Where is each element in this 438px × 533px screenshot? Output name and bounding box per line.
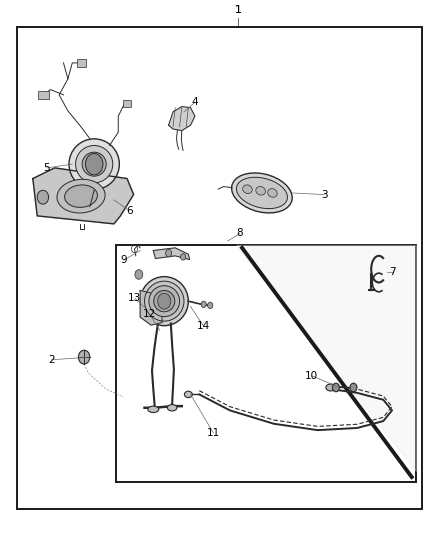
- Ellipse shape: [57, 179, 105, 213]
- Circle shape: [78, 350, 90, 364]
- Circle shape: [332, 383, 339, 392]
- Circle shape: [158, 293, 171, 309]
- Bar: [116, 245, 416, 482]
- Polygon shape: [33, 168, 134, 224]
- Text: 3: 3: [321, 190, 328, 199]
- Bar: [123, 100, 131, 107]
- Polygon shape: [153, 248, 190, 260]
- Text: 6: 6: [126, 206, 133, 215]
- Ellipse shape: [326, 384, 336, 391]
- Circle shape: [37, 190, 49, 204]
- Ellipse shape: [184, 391, 192, 398]
- Text: 8: 8: [237, 229, 244, 238]
- Circle shape: [166, 249, 172, 257]
- Ellipse shape: [76, 146, 113, 183]
- Polygon shape: [33, 168, 134, 224]
- Ellipse shape: [145, 281, 184, 321]
- Text: 7: 7: [389, 267, 396, 277]
- Text: 4: 4: [191, 98, 198, 107]
- Text: 11: 11: [207, 428, 220, 438]
- Circle shape: [135, 270, 143, 279]
- Text: 10: 10: [305, 371, 318, 381]
- Ellipse shape: [232, 173, 292, 213]
- Text: 12: 12: [143, 310, 156, 319]
- Text: 9: 9: [120, 255, 127, 265]
- Ellipse shape: [65, 185, 97, 207]
- Text: 14: 14: [197, 321, 210, 331]
- Ellipse shape: [154, 290, 175, 312]
- Ellipse shape: [237, 177, 287, 208]
- Ellipse shape: [167, 405, 177, 411]
- Ellipse shape: [140, 277, 188, 326]
- Ellipse shape: [82, 152, 106, 176]
- Polygon shape: [140, 290, 162, 325]
- Bar: [77, 59, 86, 67]
- Ellipse shape: [149, 286, 180, 317]
- Polygon shape: [169, 107, 195, 131]
- Ellipse shape: [69, 139, 119, 190]
- Text: 1: 1: [234, 5, 241, 14]
- Circle shape: [201, 301, 206, 308]
- Circle shape: [208, 302, 213, 309]
- Circle shape: [85, 154, 103, 175]
- Text: 1: 1: [234, 5, 241, 14]
- Text: 5: 5: [43, 163, 50, 173]
- Text: 13: 13: [128, 294, 141, 303]
- Bar: [38, 91, 49, 99]
- Circle shape: [350, 383, 357, 392]
- Ellipse shape: [256, 187, 265, 195]
- Circle shape: [180, 254, 186, 260]
- Ellipse shape: [148, 406, 159, 413]
- Polygon shape: [236, 245, 416, 471]
- Ellipse shape: [243, 185, 252, 193]
- Text: 2: 2: [48, 355, 55, 365]
- Ellipse shape: [268, 189, 277, 197]
